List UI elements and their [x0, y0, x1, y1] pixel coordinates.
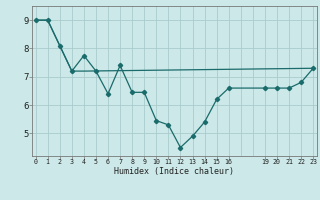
X-axis label: Humidex (Indice chaleur): Humidex (Indice chaleur)	[115, 167, 234, 176]
